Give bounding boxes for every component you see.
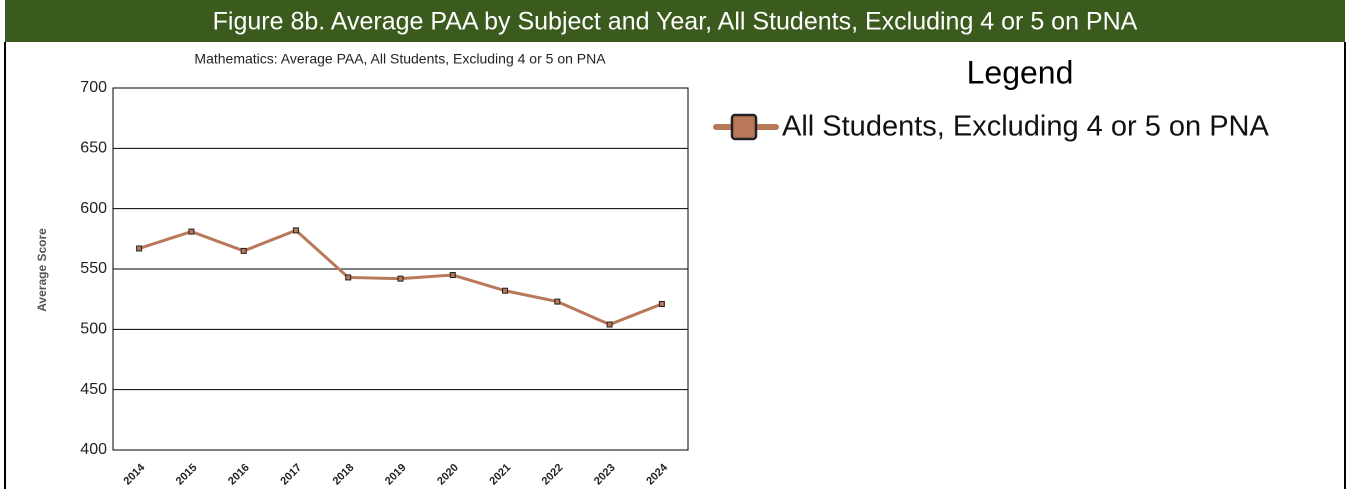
y-tick-label: 500 [80,321,107,338]
x-tick-label: 2024 [644,461,670,487]
x-tick-label: 2022 [540,462,566,488]
point-marker [292,227,299,234]
x-tick-label: 2017 [278,462,304,488]
x-tick-label: 2016 [226,462,252,488]
x-tick-label: 2018 [331,462,357,488]
point-marker [502,287,509,294]
x-tick-label: 2021 [487,462,513,488]
chart-title: Mathematics: Average PAA, All Students, … [194,51,606,67]
point-marker [240,247,247,254]
y-tick-label: 600 [80,200,107,217]
point-marker [136,245,143,252]
point-marker [449,272,456,279]
x-tick-label: 2019 [383,462,409,488]
header-bar [5,0,1345,42]
point-marker [554,298,561,305]
legend-title: Legend [967,54,1074,90]
legend-marker [730,113,758,141]
x-tick-label: 2020 [435,462,461,488]
y-tick-label: 400 [80,441,107,458]
legend-label: All Students, Excluding 4 or 5 on PNA [782,111,1269,143]
x-tick-label: 2015 [174,462,200,488]
plot-frame [112,87,689,451]
point-marker [606,321,613,328]
point-marker [345,274,352,281]
header-title: Figure 8b. Average PAA by Subject and Ye… [213,8,1138,36]
x-tick-label: 2014 [122,461,148,487]
y-tick-label: 450 [80,381,107,398]
y-tick-label: 650 [80,140,107,157]
point-marker [397,275,404,282]
point-marker [658,300,665,307]
point-marker [188,228,195,235]
y-tick-label: 550 [80,260,107,277]
y-tick-label: 700 [80,79,107,96]
x-tick-label: 2023 [592,462,618,488]
y-axis-label: Average Score [35,228,49,312]
